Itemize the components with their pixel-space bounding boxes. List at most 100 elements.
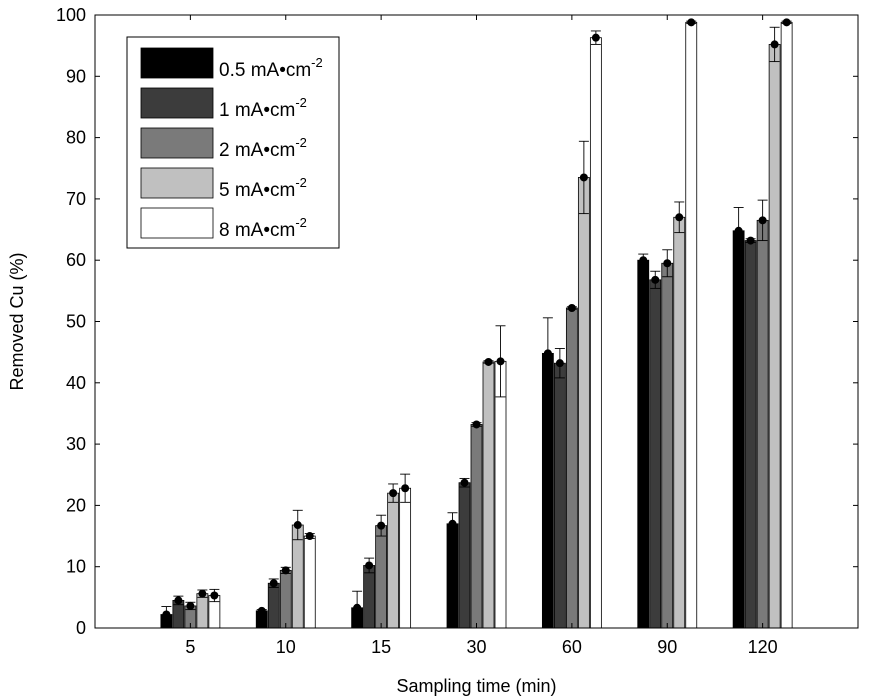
bar [637, 259, 650, 629]
bar [303, 535, 316, 629]
x-tick-label: 60 [562, 637, 582, 657]
data-point [401, 484, 410, 493]
legend-label-superscript: -2 [295, 95, 307, 110]
legend-label: 2 mA•cm-2 [219, 135, 307, 161]
bar [470, 424, 483, 629]
data-point [496, 357, 505, 366]
bar [494, 360, 507, 629]
legend: 0.5 mA•cm-2 1 mA•cm-2 2 mA•cm-2 5 mA•cm-2 8 … [126, 36, 340, 249]
y-tick-label: 80 [66, 128, 86, 148]
bar [375, 525, 388, 629]
data-point [555, 359, 564, 368]
x-tick-label: 15 [371, 637, 391, 657]
bar [291, 524, 304, 629]
bar [553, 362, 566, 629]
legend-swatch [140, 207, 214, 239]
bar [744, 240, 757, 629]
data-point [365, 561, 374, 570]
data-point [353, 603, 362, 612]
bar [768, 44, 781, 629]
bar [589, 37, 602, 629]
data-point [687, 18, 696, 27]
bars-layer [160, 21, 793, 629]
x-tick-label: 5 [185, 637, 195, 657]
bar [482, 361, 495, 629]
data-point [675, 213, 684, 222]
data-point [174, 596, 183, 605]
data-point [782, 18, 791, 27]
data-point [484, 357, 493, 366]
bar [577, 177, 590, 629]
y-tick-label: 40 [66, 373, 86, 393]
legend-swatch [140, 127, 214, 159]
data-point [591, 33, 600, 42]
y-tick-label: 20 [66, 495, 86, 515]
data-point [186, 601, 195, 610]
data-point [567, 304, 576, 313]
legend-label-superscript: -2 [295, 175, 307, 190]
data-point [389, 489, 398, 498]
bar [780, 21, 793, 629]
y-tick-label: 50 [66, 312, 86, 332]
bar [267, 582, 280, 629]
legend-swatch [140, 87, 214, 119]
bar [196, 593, 209, 629]
bar [363, 565, 376, 629]
data-point [305, 532, 314, 541]
y-tick-label: 70 [66, 189, 86, 209]
data-point [281, 566, 290, 575]
bar [446, 523, 459, 629]
legend-label: 8 mA•cm-2 [219, 215, 307, 241]
legend-label: 1 mA•cm-2 [219, 95, 307, 121]
x-tick-label: 90 [657, 637, 677, 657]
y-tick-label: 0 [76, 618, 86, 638]
data-point [472, 420, 481, 429]
legend-label-superscript: -2 [295, 215, 307, 230]
data-point [543, 349, 552, 358]
y-tick-label: 90 [66, 66, 86, 86]
legend-label-superscript: -2 [295, 135, 307, 150]
data-point [770, 40, 779, 49]
data-point [198, 589, 207, 598]
ticks-layer: 0 10 20 30 40 50 60 70 80 90 100 5 10 15 30 60 90 120 [56, 5, 858, 657]
bar [661, 262, 674, 629]
bar [649, 279, 662, 629]
bar [732, 230, 745, 629]
data-point [448, 519, 457, 528]
data-point [269, 579, 278, 588]
y-tick-label: 10 [66, 557, 86, 577]
data-point [639, 256, 648, 265]
legend-swatch [140, 167, 214, 199]
error-bars-layer [161, 18, 792, 625]
bar [387, 492, 400, 629]
x-tick-label: 10 [276, 637, 296, 657]
bar [685, 21, 698, 629]
legend-label-superscript: -2 [311, 55, 323, 70]
data-point [460, 478, 469, 487]
data-point [162, 610, 171, 619]
y-tick-label: 100 [56, 5, 86, 25]
legend-label: 5 mA•cm-2 [219, 175, 307, 201]
bar [565, 307, 578, 629]
y-axis-title: Removed Cu (%) [7, 252, 27, 390]
data-point [651, 275, 660, 284]
data-point [758, 216, 767, 225]
x-axis-title: Sampling time (min) [396, 676, 556, 696]
y-tick-label: 60 [66, 250, 86, 270]
y-tick-label: 30 [66, 434, 86, 454]
data-point [210, 591, 219, 600]
x-tick-label: 30 [466, 637, 486, 657]
x-tick-label: 120 [748, 637, 778, 657]
data-point [293, 521, 302, 530]
data-point [746, 236, 755, 245]
bar [458, 482, 471, 629]
legend-swatch [140, 47, 214, 79]
bar [399, 487, 412, 629]
data-point [377, 521, 386, 530]
data-point [734, 226, 743, 235]
data-point [579, 173, 588, 182]
bar [541, 352, 554, 629]
data-point [257, 606, 266, 615]
bar [279, 569, 292, 629]
